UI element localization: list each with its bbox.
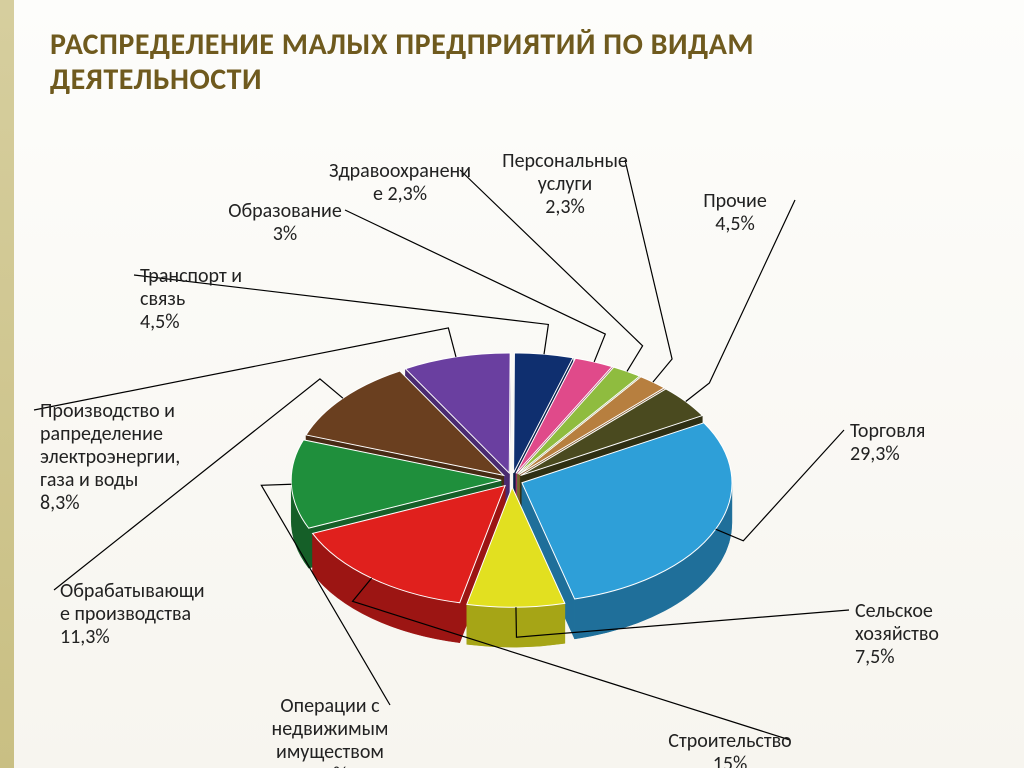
- slice-label: Образование 3%: [228, 200, 342, 246]
- slice-label: Торговля 29,3%: [850, 420, 925, 466]
- leader-line: [716, 430, 844, 541]
- pie-chart: Торговля 29,3%Сельское хозяйство 7,5%Стр…: [0, 110, 1024, 750]
- slice-label: Производство и рапределение электроэнерг…: [40, 400, 180, 515]
- chart-title: РАСПРЕДЕЛЕНИЕ МАЛЫХ ПРЕДПРИЯТИЙ ПО ВИДАМ…: [50, 28, 970, 97]
- slide: { "title": "РАСПРЕДЕЛЕНИЕ МАЛЫХ ПРЕДПРИЯ…: [0, 0, 1024, 768]
- slice-label: Строительство 15%: [668, 730, 791, 768]
- slice-label: Прочие 4,5%: [703, 190, 767, 236]
- leader-line: [625, 160, 672, 382]
- slice-label: Сельское хозяйство 7,5%: [855, 600, 939, 669]
- leader-line: [345, 210, 605, 362]
- pie-tops: [291, 353, 732, 607]
- slice-label: Операции с недвижимым имуществом 12%: [272, 695, 389, 768]
- slice-label: Персональные услуги 2,3%: [502, 150, 628, 219]
- slice-label: Здравоохранени е 2,3%: [329, 160, 471, 206]
- slice-label: Транспорт и связь 4,5%: [140, 265, 242, 334]
- slice-label: Обрабатывающи е производства 11,3%: [60, 580, 205, 649]
